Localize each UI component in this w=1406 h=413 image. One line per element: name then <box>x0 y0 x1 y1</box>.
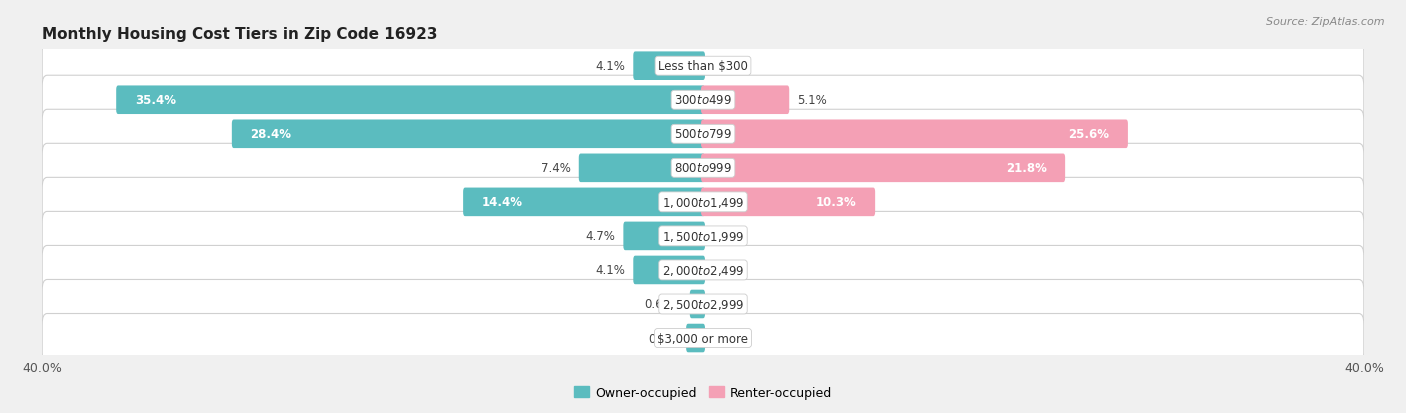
Text: 5.1%: 5.1% <box>797 94 827 107</box>
Text: 21.8%: 21.8% <box>1005 162 1046 175</box>
Text: $3,000 or more: $3,000 or more <box>658 332 748 345</box>
FancyBboxPatch shape <box>633 256 704 285</box>
Text: 4.1%: 4.1% <box>596 60 626 73</box>
FancyBboxPatch shape <box>702 120 1128 149</box>
FancyBboxPatch shape <box>690 290 704 318</box>
FancyBboxPatch shape <box>42 212 1364 261</box>
Text: $1,000 to $1,499: $1,000 to $1,499 <box>662 195 744 209</box>
FancyBboxPatch shape <box>42 314 1364 363</box>
FancyBboxPatch shape <box>42 144 1364 193</box>
Legend: Owner-occupied, Renter-occupied: Owner-occupied, Renter-occupied <box>568 381 838 404</box>
Text: $300 to $499: $300 to $499 <box>673 94 733 107</box>
Text: 14.4%: 14.4% <box>482 196 523 209</box>
Text: 0.9%: 0.9% <box>648 332 678 345</box>
Text: 28.4%: 28.4% <box>250 128 291 141</box>
FancyBboxPatch shape <box>42 76 1364 125</box>
Text: $500 to $799: $500 to $799 <box>673 128 733 141</box>
FancyBboxPatch shape <box>702 188 875 217</box>
FancyBboxPatch shape <box>579 154 704 183</box>
FancyBboxPatch shape <box>633 52 704 81</box>
Text: 4.7%: 4.7% <box>585 230 616 243</box>
FancyBboxPatch shape <box>702 154 1066 183</box>
FancyBboxPatch shape <box>42 42 1364 91</box>
FancyBboxPatch shape <box>117 86 704 115</box>
Text: 7.4%: 7.4% <box>541 162 571 175</box>
FancyBboxPatch shape <box>686 324 704 352</box>
Text: Monthly Housing Cost Tiers in Zip Code 16923: Monthly Housing Cost Tiers in Zip Code 1… <box>42 26 437 41</box>
Text: 0.68%: 0.68% <box>645 298 682 311</box>
Text: 4.1%: 4.1% <box>596 264 626 277</box>
FancyBboxPatch shape <box>42 178 1364 227</box>
Text: $1,500 to $1,999: $1,500 to $1,999 <box>662 229 744 243</box>
FancyBboxPatch shape <box>623 222 704 251</box>
FancyBboxPatch shape <box>702 86 789 115</box>
Text: 10.3%: 10.3% <box>815 196 856 209</box>
Text: $2,500 to $2,999: $2,500 to $2,999 <box>662 297 744 311</box>
Text: Source: ZipAtlas.com: Source: ZipAtlas.com <box>1267 17 1385 26</box>
Text: 35.4%: 35.4% <box>135 94 176 107</box>
FancyBboxPatch shape <box>463 188 704 217</box>
Text: 25.6%: 25.6% <box>1069 128 1109 141</box>
FancyBboxPatch shape <box>42 246 1364 295</box>
FancyBboxPatch shape <box>42 280 1364 329</box>
FancyBboxPatch shape <box>232 120 704 149</box>
Text: Less than $300: Less than $300 <box>658 60 748 73</box>
FancyBboxPatch shape <box>42 110 1364 159</box>
Text: $800 to $999: $800 to $999 <box>673 162 733 175</box>
Text: $2,000 to $2,499: $2,000 to $2,499 <box>662 263 744 277</box>
